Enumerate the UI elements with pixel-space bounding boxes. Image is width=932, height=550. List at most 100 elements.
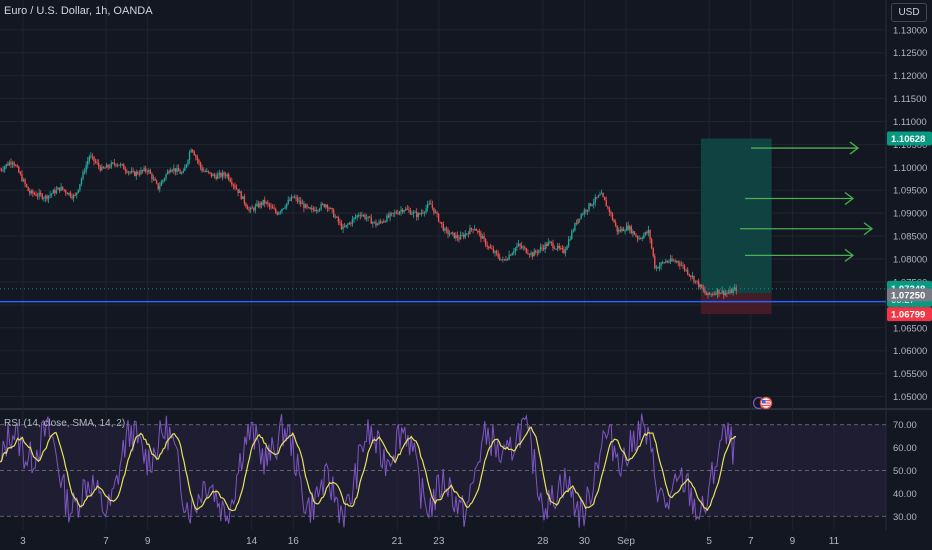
candle-body	[296, 197, 299, 202]
candle-body	[343, 226, 346, 228]
candle-body	[536, 252, 539, 254]
candle-body	[618, 230, 620, 232]
us-flag-event-icon[interactable]	[753, 396, 773, 410]
candle-body	[685, 269, 687, 271]
candle-body	[430, 203, 432, 205]
candle-body	[143, 168, 145, 171]
candle-body	[202, 170, 205, 172]
candle-body	[270, 206, 272, 208]
candle-body	[389, 213, 391, 218]
entry-price-bg	[887, 288, 932, 302]
candle-body	[516, 245, 518, 248]
candle-body	[251, 207, 253, 209]
candle-body	[575, 223, 578, 225]
price-axis[interactable]: 1.130001.125001.120001.115001.110001.105…	[887, 25, 932, 523]
candle-body	[655, 267, 658, 269]
candle-body	[273, 208, 275, 210]
candle-body	[10, 162, 12, 165]
candle-body	[415, 211, 418, 218]
candle-body	[187, 160, 189, 165]
price-lines	[0, 141, 886, 303]
candle-body	[339, 221, 341, 223]
candle-body	[500, 259, 502, 261]
candle-body	[69, 192, 72, 197]
candle-body	[646, 232, 648, 234]
candle-body	[547, 241, 549, 246]
candle-body	[284, 207, 286, 209]
candle-body	[314, 209, 316, 212]
candle-body	[669, 258, 672, 262]
candle-body	[674, 260, 676, 262]
candle-body	[43, 198, 45, 199]
candle-body	[469, 228, 471, 235]
candle-body	[723, 290, 725, 295]
candle-body	[625, 225, 628, 231]
currency-button[interactable]: USD	[891, 3, 927, 22]
candle-body	[141, 170, 144, 171]
price-tick-label: 1.05000	[893, 392, 927, 403]
candle-body	[472, 229, 474, 231]
candle-body	[574, 223, 576, 231]
candle-body	[386, 215, 388, 222]
candle-body	[231, 181, 233, 185]
candle-body	[401, 209, 404, 212]
take-profit-zone	[700, 138, 772, 294]
candle-body	[672, 260, 675, 262]
price-tick-label: 1.11500	[893, 94, 927, 105]
candle-body	[715, 293, 717, 295]
candle-body	[657, 267, 659, 269]
candle-body	[140, 170, 142, 175]
candle-body	[506, 259, 509, 261]
candle-body	[79, 183, 81, 190]
candle-body	[209, 172, 211, 173]
candle-body	[159, 185, 161, 190]
candle-body	[223, 172, 225, 176]
candle-body	[144, 168, 147, 172]
candle-body	[206, 170, 208, 172]
candle-body	[35, 194, 37, 196]
candle-body	[275, 209, 277, 213]
candle-body	[668, 261, 670, 263]
candle-body	[481, 236, 484, 239]
candle-body	[268, 204, 271, 207]
candle-body	[321, 204, 324, 205]
candle-body	[710, 293, 712, 295]
candle-body	[636, 236, 639, 239]
candle-body	[696, 280, 698, 282]
candle-body	[607, 206, 609, 208]
candle-body	[336, 216, 338, 218]
price-tick-label: 1.12000	[893, 71, 927, 82]
candle-body	[663, 262, 665, 264]
candle-body	[691, 275, 694, 277]
candle-body	[486, 245, 488, 247]
candle-body	[285, 203, 288, 208]
candle-body	[256, 203, 258, 206]
candle-body	[647, 229, 650, 234]
candle-body	[40, 192, 42, 195]
candle-body	[442, 224, 445, 231]
candle-body	[378, 221, 380, 225]
time-axis[interactable]: 3 7 9 14 16 21 23 28 30 Sep 5 7 9 11	[20, 536, 840, 547]
candle-body	[170, 170, 172, 173]
candle-body	[13, 162, 15, 166]
price-tick-label: 1.05500	[893, 369, 927, 380]
candle-body	[347, 224, 349, 226]
candle-body	[726, 292, 728, 294]
candle-body	[558, 245, 560, 249]
candle-body	[563, 248, 565, 254]
candle-body	[705, 292, 708, 296]
candle-body	[126, 170, 128, 173]
candle-body	[46, 195, 48, 200]
candle-body	[361, 215, 363, 216]
candle-body	[630, 226, 632, 234]
candle-body	[522, 247, 524, 249]
candle-body	[8, 162, 11, 166]
candle-body	[271, 206, 274, 209]
candle-body	[155, 180, 158, 184]
candle-body	[528, 254, 531, 255]
candle-body	[83, 171, 86, 173]
symbol-title[interactable]: Euro / U.S. Dollar, 1h, OANDA	[4, 5, 153, 17]
rsi-legend[interactable]: RSI (14, close, SMA, 14, 2)	[4, 418, 126, 429]
candle-body	[619, 230, 622, 232]
